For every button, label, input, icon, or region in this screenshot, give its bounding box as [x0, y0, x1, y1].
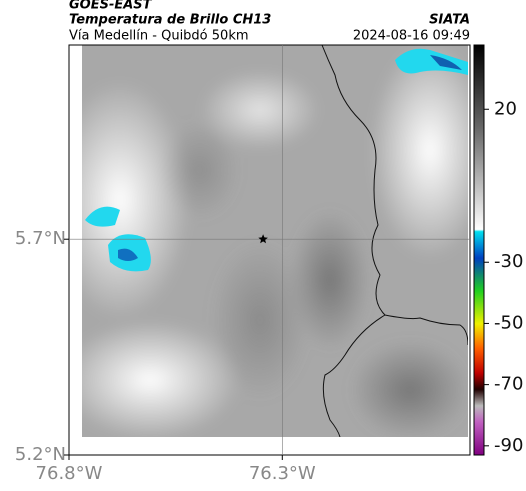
subtitle: Temperatura de Brillo CH13 — [69, 13, 271, 28]
map-frame — [68, 44, 471, 456]
lon-label: 76.8°W — [36, 463, 103, 484]
colorbar — [473, 44, 485, 456]
colorbar-label: 20 — [494, 98, 517, 119]
source: SIATA — [429, 13, 470, 28]
imagery — [82, 45, 468, 437]
colorbar-label: -70 — [494, 374, 523, 395]
datetime: 2024-08-16 09:49 — [353, 29, 470, 44]
lon-label: 76.3°W — [249, 463, 316, 484]
location-marker — [258, 234, 268, 244]
lat-label: 5.2°N — [15, 444, 66, 465]
lat-label: 5.7°N — [15, 228, 66, 249]
colorbar-label: -30 — [494, 251, 523, 272]
title: GOES-EAST — [69, 0, 153, 13]
route: Vía Medellín - Quibdó 50km — [69, 29, 249, 44]
colorbar-label: -50 — [494, 312, 523, 333]
colorbar-label: -90 — [494, 435, 523, 456]
